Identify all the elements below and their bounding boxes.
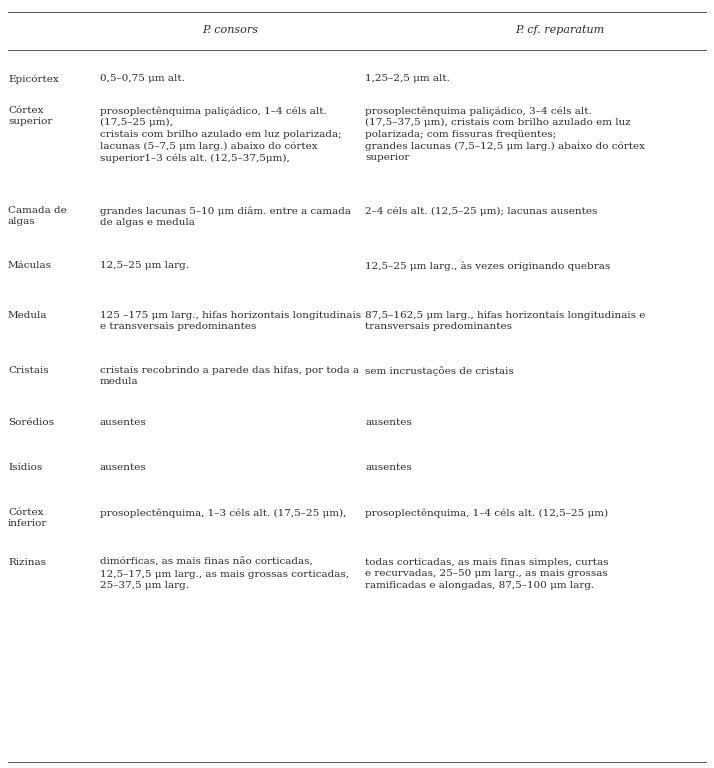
Text: ausentes: ausentes [365, 463, 412, 472]
Text: Camada de
algas: Camada de algas [8, 206, 66, 227]
Text: 0,5–0,75 μm alt.: 0,5–0,75 μm alt. [100, 74, 185, 83]
Text: Máculas: Máculas [8, 261, 52, 270]
Text: Cristais: Cristais [8, 366, 49, 375]
Text: P. cf. reparatum: P. cf. reparatum [516, 25, 605, 35]
Text: prosoplectênquima, 1–4 céls alt. (12,5–25 μm): prosoplectênquima, 1–4 céls alt. (12,5–2… [365, 508, 608, 518]
Text: grandes lacunas 5–10 μm diâm. entre a camada
de algas e medula: grandes lacunas 5–10 μm diâm. entre a ca… [100, 206, 351, 227]
Text: P. consors: P. consors [202, 25, 258, 35]
Text: cristais recobrindo a parede das hifas, por toda a
medula: cristais recobrindo a parede das hifas, … [100, 366, 359, 386]
Text: todas corticadas, as mais finas simples, curtas
e recurvadas, 25–50 μm larg., as: todas corticadas, as mais finas simples,… [365, 558, 608, 590]
Text: Sorédios: Sorédios [8, 418, 54, 427]
Text: 2–4 céls alt. (12,5–25 μm); lacunas ausentes: 2–4 céls alt. (12,5–25 μm); lacunas ause… [365, 206, 598, 216]
Text: Epicórtex: Epicórtex [8, 74, 59, 84]
Text: Isídios: Isídios [8, 463, 42, 472]
Text: 1,25–2,5 μm alt.: 1,25–2,5 μm alt. [365, 74, 450, 83]
Text: Córtex
superior: Córtex superior [8, 106, 52, 127]
Text: ausentes: ausentes [365, 418, 412, 427]
Text: dimórficas, as mais finas não corticadas,
12,5–17,5 μm larg., as mais grossas co: dimórficas, as mais finas não corticadas… [100, 558, 349, 590]
Text: ausentes: ausentes [100, 463, 147, 472]
Text: sem incrustações de cristais: sem incrustações de cristais [365, 366, 514, 376]
Text: Rizinas: Rizinas [8, 558, 46, 567]
Text: 87,5–162,5 μm larg., hifas horizontais longitudinais e
transversais predominante: 87,5–162,5 μm larg., hifas horizontais l… [365, 311, 645, 332]
Text: 12,5–25 μm larg.: 12,5–25 μm larg. [100, 261, 189, 270]
Text: prosoplectênquima paliçádico, 3–4 céls alt.
(17,5–37,5 μm), cristais com brilho : prosoplectênquima paliçádico, 3–4 céls a… [365, 106, 645, 162]
Text: 125 –175 μm larg., hifas horizontais longitudinais
e transversais predominantes: 125 –175 μm larg., hifas horizontais lon… [100, 311, 361, 332]
Text: ausentes: ausentes [100, 418, 147, 427]
Text: 12,5–25 μm larg., às vezes originando quebras: 12,5–25 μm larg., às vezes originando qu… [365, 261, 610, 271]
Text: Córtex
inferior: Córtex inferior [8, 508, 47, 528]
Text: prosoplectênquima paliçádico, 1–4 céls alt.
(17,5–25 μm),
cristais com brilho az: prosoplectênquima paliçádico, 1–4 céls a… [100, 106, 341, 163]
Text: prosoplectênquima, 1–3 céls alt. (17,5–25 μm),: prosoplectênquima, 1–3 céls alt. (17,5–2… [100, 508, 346, 518]
Text: Medula: Medula [8, 311, 48, 320]
